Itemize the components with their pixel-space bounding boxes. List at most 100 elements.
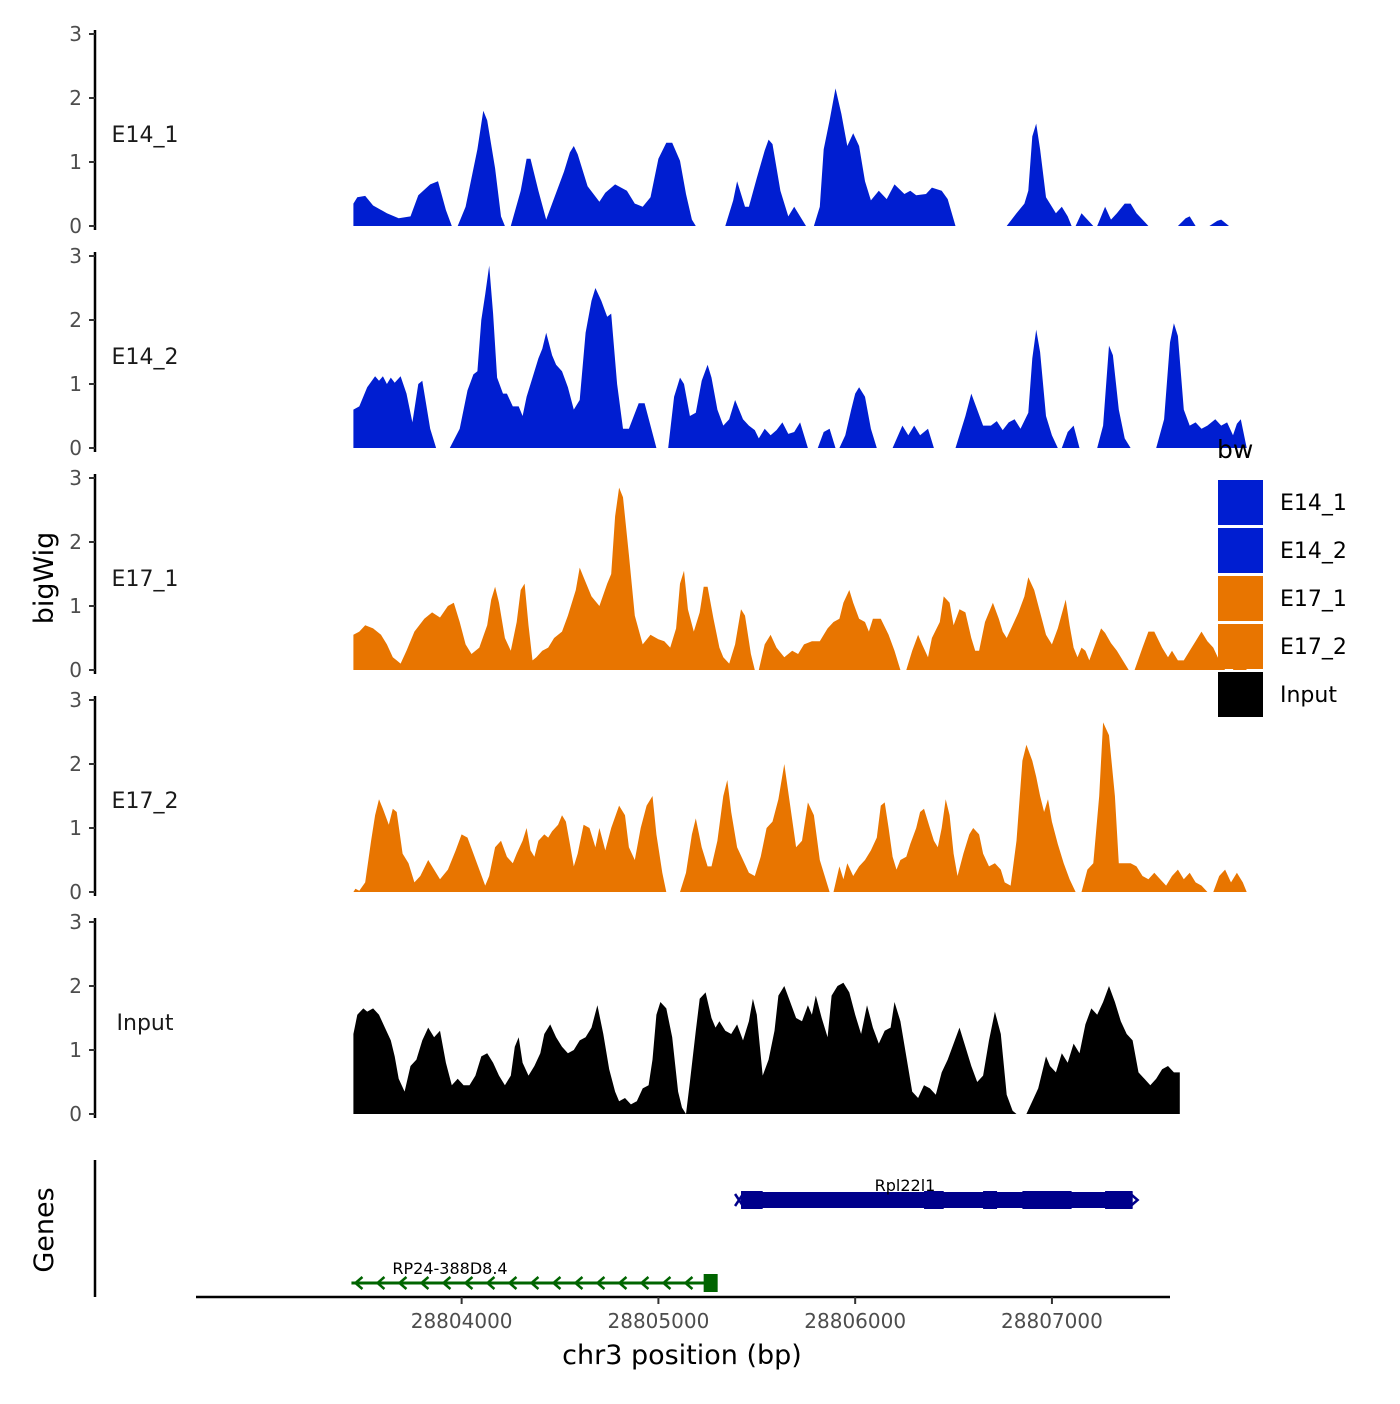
exon xyxy=(741,1191,763,1209)
gene-rp24-388d8-4: RP24-388D8.4 xyxy=(351,1259,718,1292)
y-tick-label: 3 xyxy=(69,244,82,268)
coverage-area-e14-2 xyxy=(1097,345,1131,448)
strand-arrow xyxy=(441,1276,452,1290)
x-tick-label: 28804000 xyxy=(411,1309,513,1333)
track-e14-1: 0 1 2 3 E14_1 xyxy=(69,22,1229,238)
strand-arrow xyxy=(551,1276,562,1290)
strand-arrow xyxy=(639,1276,650,1290)
track-label: E14_2 xyxy=(112,345,179,370)
legend: bw E14_1 E14_2 E17_1 E17_2 Input xyxy=(1217,435,1347,717)
coverage-area-e14-2 xyxy=(668,364,808,448)
exon xyxy=(1105,1191,1133,1209)
y-tick-label: 0 xyxy=(69,214,82,238)
coverage-area-e17-2 xyxy=(353,796,667,892)
coverage-area-e14-1 xyxy=(1209,219,1229,226)
strand-arrow xyxy=(573,1276,584,1290)
legend-swatch-e14-1 xyxy=(1218,480,1263,525)
legend-label: E14_2 xyxy=(1280,539,1347,564)
exon xyxy=(983,1191,998,1209)
coverage-area-e17-1 xyxy=(758,590,901,670)
y-tick-label: 1 xyxy=(69,816,82,840)
coverage-area-e14-1 xyxy=(813,88,956,227)
tracks-layer: 0 1 2 3 E14_1 0 1 2 3 E14_2 0 1 2 3 E17_1 0 1 2 3 E17_2 0 1 2 3… xyxy=(69,22,1247,1126)
exon xyxy=(1022,1191,1072,1209)
y-tick-label: 0 xyxy=(69,658,82,682)
coverage-area-e17-2 xyxy=(1081,722,1208,892)
y-tick-label: 3 xyxy=(69,466,82,490)
x-axis-title: chr3 position (bp) xyxy=(562,1340,802,1371)
coverage-area-e14-1 xyxy=(1006,123,1072,226)
coverage-area-e17-1 xyxy=(1134,631,1226,670)
coverage-area-e14-1 xyxy=(1177,216,1196,226)
y-tick-label: 1 xyxy=(69,372,82,396)
legend-swatch-e17-1 xyxy=(1218,576,1263,621)
gene-name-label: Rpl22l1 xyxy=(875,1176,936,1195)
gene-body xyxy=(351,1281,716,1285)
exon xyxy=(703,1274,718,1292)
y-tick-label: 3 xyxy=(69,910,82,934)
y-tick-label: 0 xyxy=(69,1102,82,1126)
strand-arrow xyxy=(375,1276,386,1290)
track-label: Input xyxy=(117,1011,174,1036)
strand-arrow xyxy=(661,1276,672,1290)
genes-axis-title: Genes xyxy=(29,1187,60,1272)
y-tick-label: 2 xyxy=(69,974,82,998)
y-tick-label: 1 xyxy=(69,150,82,174)
coverage-area-e14-2 xyxy=(449,265,657,448)
strand-arrow xyxy=(485,1276,496,1290)
strand-arrow xyxy=(397,1276,408,1290)
strand-arrow xyxy=(1129,1193,1140,1207)
y-tick-label: 0 xyxy=(69,436,82,460)
coverage-area-e17-1 xyxy=(906,577,1129,670)
x-tick-label: 28806000 xyxy=(804,1309,906,1333)
coverage-area-e17-2 xyxy=(833,744,1076,892)
gene-rpl22l1: Rpl22l1 xyxy=(734,1176,1140,1209)
strand-arrow xyxy=(683,1276,694,1290)
y-tick-label: 2 xyxy=(69,308,82,332)
legend-label: E17_2 xyxy=(1280,635,1347,660)
x-tick-label: 28807000 xyxy=(1001,1309,1103,1333)
y-tick-label: 1 xyxy=(69,1038,82,1062)
coverage-area-e14-1 xyxy=(725,139,806,226)
y-tick-label: 3 xyxy=(69,22,82,46)
coverage-area-e14-2 xyxy=(1061,425,1080,448)
track-e17-2: 0 1 2 3 E17_2 xyxy=(69,688,1247,904)
strand-arrow xyxy=(463,1276,474,1290)
legend-label: E14_1 xyxy=(1280,491,1347,516)
track-label: E17_2 xyxy=(112,789,179,814)
track-label: E17_1 xyxy=(112,567,179,592)
genes-layer: Rpl22l1 RP24-388D8.4 xyxy=(93,1160,1140,1297)
y-tick-label: 3 xyxy=(69,688,82,712)
coverage-area-e14-2 xyxy=(1156,323,1247,448)
x-axis: 28804000 28805000 28806000 28807000 xyxy=(196,1295,1170,1333)
legend-label: E17_1 xyxy=(1280,587,1347,612)
coverage-area-e14-2 xyxy=(892,425,934,448)
y-tick-label: 0 xyxy=(69,880,82,904)
y-tick-label: 1 xyxy=(69,594,82,618)
gene-name-label: RP24-388D8.4 xyxy=(392,1259,507,1278)
coverage-area-e14-1 xyxy=(353,181,452,226)
legend-title: bw xyxy=(1217,435,1253,464)
strand-arrow xyxy=(419,1276,430,1290)
coverage-area-input xyxy=(353,982,1017,1114)
coverage-area-e14-2 xyxy=(353,376,437,448)
strand-arrow xyxy=(353,1276,364,1290)
track-e14-2: 0 1 2 3 E14_2 xyxy=(69,244,1247,460)
track-label: E14_1 xyxy=(112,123,179,148)
coverage-area-e17-1 xyxy=(353,487,755,670)
coverage-area-e14-2 xyxy=(817,428,836,448)
legend-swatch-input xyxy=(1218,672,1263,717)
coverage-area-e14-1 xyxy=(457,110,505,226)
coverage-area-e17-2 xyxy=(1213,869,1247,892)
strand-arrow xyxy=(507,1276,518,1290)
coverage-area-e14-1 xyxy=(510,142,696,226)
track-input: 0 1 2 3 Input xyxy=(69,910,1180,1126)
legend-swatch-e17-2 xyxy=(1218,624,1263,669)
x-tick-label: 28805000 xyxy=(608,1309,710,1333)
coverage-area-input xyxy=(1026,986,1180,1114)
legend-label: Input xyxy=(1280,683,1337,708)
y-tick-label: 2 xyxy=(69,530,82,554)
strand-arrow xyxy=(595,1276,606,1290)
